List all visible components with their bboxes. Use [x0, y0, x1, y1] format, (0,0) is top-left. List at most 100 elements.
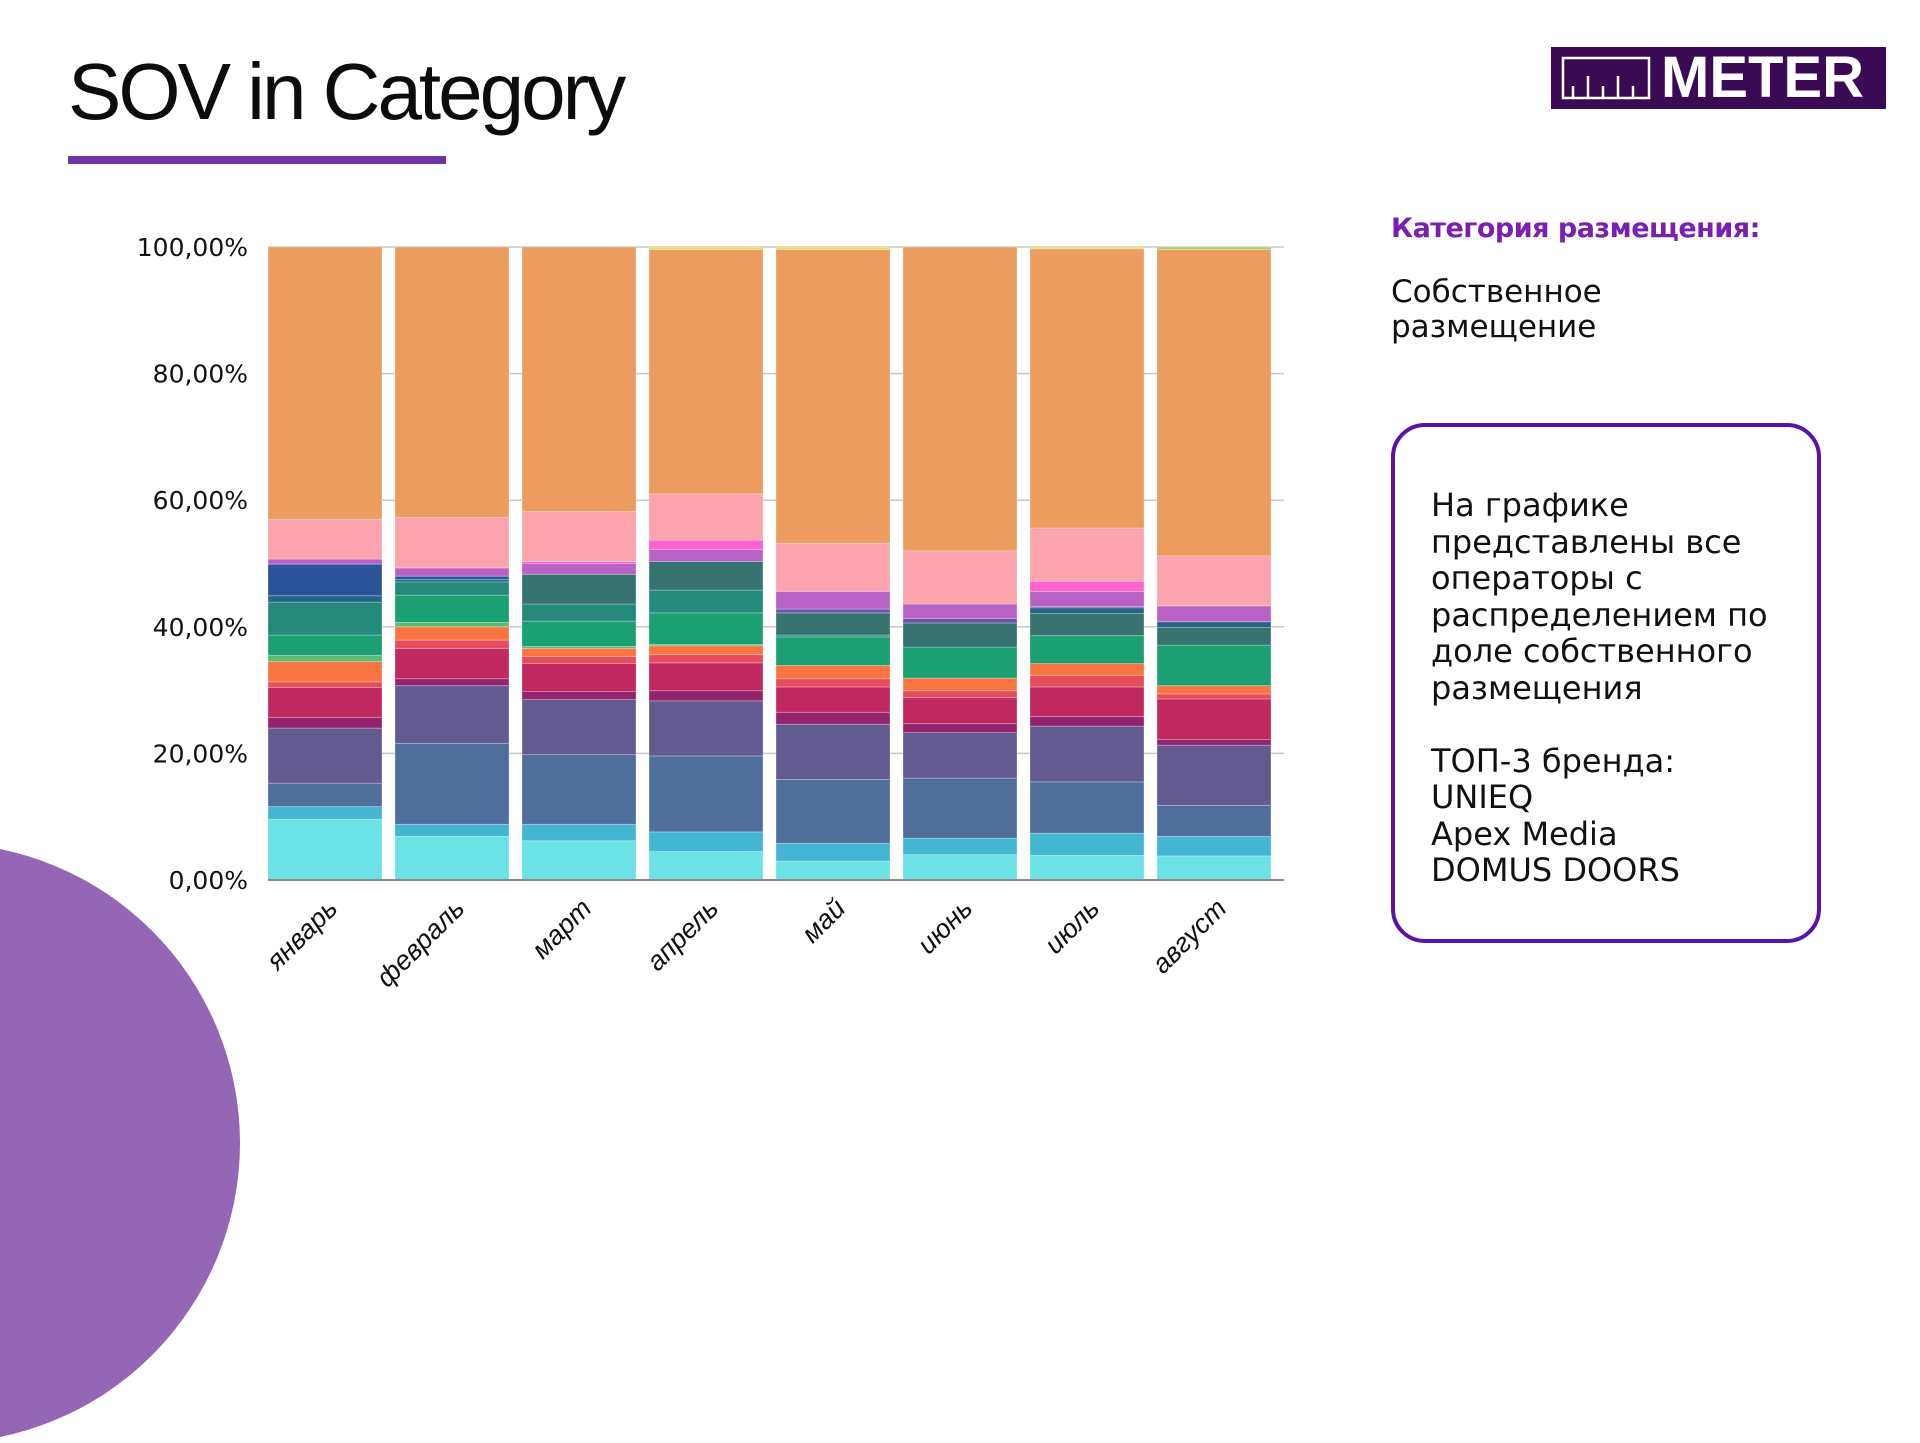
- y-tick-label: 0,00%: [169, 866, 248, 895]
- bar-segment: [521, 563, 637, 575]
- bar-segment: [775, 711, 891, 725]
- x-tick-label: август: [1146, 893, 1232, 979]
- bar-segment: [394, 621, 510, 628]
- bar-segment: [1156, 693, 1272, 700]
- bar-segment: [521, 823, 637, 842]
- top3-title: ТОП-3 бренда:: [1431, 741, 1676, 780]
- bar-segment: [648, 851, 764, 881]
- title-underline: [68, 156, 446, 164]
- category-label: Категория размещения:: [1391, 213, 1760, 244]
- bar-segment: [902, 603, 1018, 619]
- bar-segment: [775, 246, 891, 250]
- bar-segment: [521, 699, 637, 756]
- top3-brand: DOMUS DOORS: [1431, 851, 1680, 889]
- bar-segment: [648, 589, 764, 614]
- bar-segment: [775, 665, 891, 680]
- bar-segment: [267, 558, 383, 565]
- bar-segment: [521, 246, 637, 512]
- bar-segment: [902, 697, 1018, 725]
- bar-segment: [902, 622, 1018, 648]
- bar-segment: [394, 567, 510, 577]
- x-tick-label: март: [526, 893, 597, 964]
- bar-segment: [267, 563, 383, 597]
- bar-segment: [521, 754, 637, 825]
- y-tick-label: 100,00%: [137, 233, 248, 262]
- bar-segment: [1156, 621, 1272, 628]
- top3-brand: UNIEQ: [1431, 778, 1534, 816]
- x-tick-label: май: [796, 893, 852, 949]
- bar-segment: [267, 681, 383, 688]
- y-tick-label: 60,00%: [153, 486, 248, 515]
- bar-segment: [648, 690, 764, 702]
- bar-segment: [521, 690, 637, 700]
- bar-segment: [1029, 580, 1145, 592]
- bar-segment: [394, 594, 510, 623]
- bar-segment: [394, 823, 510, 837]
- bar-segment: [902, 618, 1018, 624]
- bar-segment: [521, 620, 637, 647]
- bar-segment: [902, 837, 1018, 856]
- x-tick-label: февраль: [370, 893, 470, 993]
- bar-segment: [648, 654, 764, 664]
- bar-segment: [648, 539, 764, 550]
- bar-segment: [1156, 249, 1272, 557]
- page-title: SOV in Category: [68, 47, 626, 136]
- bar-segment: [648, 549, 764, 563]
- bar-segment: [1156, 246, 1272, 250]
- bar-segment: [394, 581, 510, 596]
- logo-text: METER: [1661, 45, 1864, 110]
- bar-segment: [648, 493, 764, 541]
- note-line: На графике: [1431, 486, 1629, 524]
- bar-segment: [267, 595, 383, 603]
- bar-segment: [902, 854, 1018, 881]
- bar-segment: [1029, 725, 1145, 783]
- ruler-bars-icon: [1561, 56, 1651, 100]
- bar-segment: [521, 573, 637, 605]
- bar-segment: [1029, 590, 1145, 607]
- bar-segment: [1029, 675, 1145, 688]
- bar-segment: [267, 601, 383, 636]
- bar-segment: [775, 636, 891, 666]
- bar-segment: [775, 249, 891, 544]
- bar-segment: [775, 612, 891, 636]
- bar-segment: [394, 835, 510, 881]
- bar-segment: [648, 612, 764, 645]
- note-text: На графике представлены все операторы с …: [1431, 487, 1811, 889]
- stacked-bar-chart: 0,00% 20,00% 40,00% 60,00% 80,00% 100,00% янва…: [137, 233, 1284, 993]
- bar-segment: [394, 626, 510, 641]
- bar-segment: [775, 842, 891, 862]
- bar-segment: [775, 778, 891, 844]
- bar-segment: [1029, 716, 1145, 727]
- bar-segment: [1029, 248, 1145, 529]
- note-line: операторы с: [1431, 559, 1643, 597]
- bar-segment: [521, 663, 637, 692]
- bar-segment: [267, 654, 383, 663]
- x-tick-label: апрель: [641, 893, 725, 977]
- bar-segment: [1156, 739, 1272, 746]
- bar-segment: [1029, 832, 1145, 856]
- bar-segment: [1156, 605, 1272, 623]
- note-line: представлены все: [1431, 522, 1742, 561]
- bar-segment: [648, 561, 764, 591]
- bar-segment: [394, 685, 510, 744]
- top3-brand: Apex Media: [1431, 814, 1618, 853]
- bar-segment: [902, 690, 1018, 699]
- bar-segment: [267, 518, 383, 560]
- bar-segment: [1156, 835, 1272, 857]
- bar-segment: [1029, 613, 1145, 637]
- bar-segment: [648, 645, 764, 656]
- note-line: размещения: [1431, 668, 1643, 707]
- x-tick-label: июль: [1039, 893, 1106, 960]
- bar-segment: [1156, 685, 1272, 695]
- bar-segment: [775, 590, 891, 610]
- bar-segment: [267, 634, 383, 656]
- bar-segment: [775, 542, 891, 592]
- bar-segment: [394, 742, 510, 825]
- bar-segment: [267, 727, 383, 784]
- category-value: Собственное размещение: [1391, 274, 1602, 345]
- bar-segment: [521, 840, 637, 881]
- bar-segment: [267, 806, 383, 820]
- bar-segment: [648, 249, 764, 495]
- y-tick-label: 40,00%: [153, 613, 248, 642]
- bar-segment: [648, 246, 764, 250]
